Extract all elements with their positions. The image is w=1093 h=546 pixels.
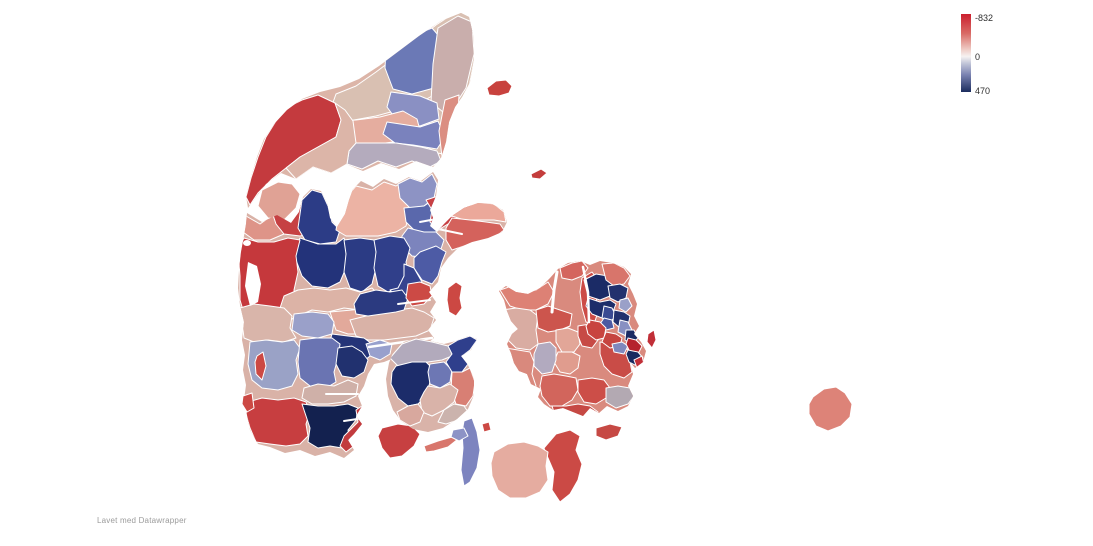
map-region-v-frederikshavn[interactable] — [430, 15, 474, 113]
map-region-v-aalborg-north[interactable] — [382, 120, 446, 150]
map-region-s-horsens[interactable] — [353, 289, 409, 317]
map-region-tasinge[interactable] — [450, 427, 469, 442]
nissum-fjord-lagoon — [243, 240, 251, 246]
map-region-aero[interactable] — [423, 436, 459, 453]
map-region-z-lejre[interactable] — [555, 327, 581, 353]
map-region-laeso[interactable] — [486, 79, 513, 97]
map-region-moen[interactable] — [595, 423, 623, 441]
randers-fjord — [437, 228, 463, 235]
map-region-s-aarhus[interactable] — [413, 245, 447, 285]
map-region-z-stevns[interactable] — [605, 385, 635, 409]
region-group-zealand — [499, 261, 646, 424]
color-legend: -832 0 470 — [961, 13, 993, 96]
ringkobing-fjord-lagoon — [245, 262, 261, 306]
map-region-fano[interactable] — [254, 351, 267, 381]
map-region-z-vestegnen[interactable] — [611, 341, 629, 355]
map-region-s-ikast[interactable] — [343, 237, 379, 293]
map-region-guldborgsund[interactable] — [543, 429, 583, 503]
legend-gradient-bar — [961, 14, 971, 92]
map-region-mors[interactable] — [257, 181, 301, 221]
isefjord — [550, 270, 559, 314]
map-region-s-billund[interactable] — [291, 311, 335, 339]
map-region-z-egedal[interactable] — [585, 319, 607, 341]
map-region-s-tonder[interactable] — [245, 397, 311, 447]
map-region-s-haderslev[interactable] — [301, 379, 359, 405]
map-region-z-soro[interactable] — [533, 341, 557, 375]
region-group-north-jutland — [246, 13, 474, 208]
roskilde-fjord — [581, 265, 591, 324]
map-region-lolland[interactable] — [490, 441, 549, 499]
map-region-z-horsholm[interactable] — [618, 297, 633, 313]
map-region-bornholm[interactable] — [808, 386, 853, 432]
map-region-s-varde[interactable] — [239, 303, 297, 343]
map-region-samso[interactable] — [446, 281, 463, 317]
map-region-als[interactable] — [377, 423, 421, 459]
map-region-omo[interactable] — [481, 421, 492, 433]
map-region-s-kolding[interactable] — [335, 345, 369, 379]
map-region-z-naestved[interactable] — [539, 373, 579, 407]
map-region-s-vejen[interactable] — [297, 337, 341, 389]
map-region-v-thy-coast[interactable] — [246, 94, 342, 206]
legend-label-max: -832 — [975, 13, 993, 23]
horsens-fjord — [397, 299, 431, 305]
map-region-z-slagelse[interactable] — [503, 347, 537, 399]
legend-label-min: 470 — [975, 86, 990, 96]
region-group-funen — [386, 336, 477, 432]
legend-label-mid: 0 — [975, 52, 980, 62]
map-region-s-skive[interactable] — [297, 189, 341, 245]
map-region-f-center-slate[interactable] — [427, 361, 453, 389]
map-region-romo[interactable] — [241, 392, 255, 413]
map-region-s-aabenraa[interactable] — [301, 403, 359, 449]
map-region-f-assens[interactable] — [396, 403, 425, 427]
map-region-v-thy-inland[interactable] — [285, 102, 357, 180]
map-region-anholt[interactable] — [530, 168, 548, 180]
map-region-saltholm[interactable] — [646, 329, 657, 349]
map-region-z-vordingborg[interactable] — [551, 403, 599, 424]
datawrapper-attribution-link[interactable]: Lavet med Datawrapper — [97, 516, 187, 525]
